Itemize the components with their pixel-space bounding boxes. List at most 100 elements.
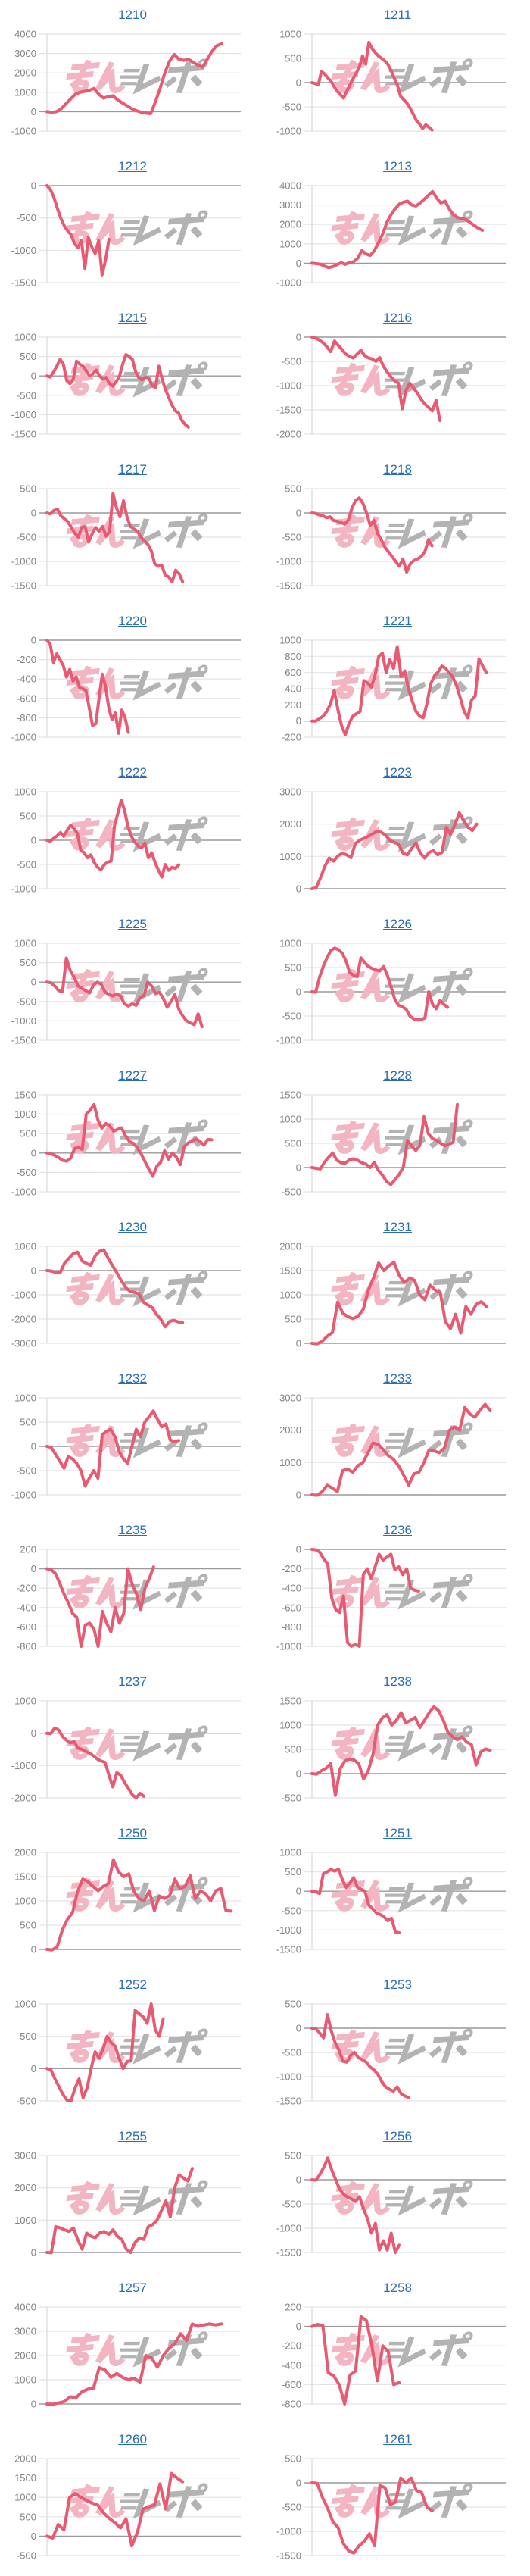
machine-number-link[interactable]: 1236 [383, 1523, 412, 1537]
chart-title: 1252 [0, 1970, 265, 1996]
y-tick-label: 2000 [279, 1241, 301, 1252]
machine-number-link[interactable]: 1211 [383, 8, 412, 22]
machine-number-link[interactable]: 1235 [118, 1523, 147, 1537]
chart-title: 1260 [0, 2424, 265, 2450]
chart-cell: 1261 500 0 -500 -1000 -1500 [265, 2424, 530, 2576]
machine-number-link[interactable]: 1252 [118, 1977, 147, 1992]
machine-number-link[interactable]: 1212 [118, 159, 147, 174]
y-tick-label: -200 [17, 654, 36, 665]
chart-cell: 1250 2000 1500 1000 500 0 [0, 1818, 265, 1970]
y-tick-label: 1000 [14, 1999, 36, 2010]
y-tick-label: 1000 [14, 1696, 36, 1707]
y-tick-label: 1000 [279, 238, 301, 249]
chart-title: 1211 [265, 0, 530, 26]
chart-title: 1218 [265, 455, 530, 480]
chart-title: 1255 [0, 2121, 265, 2147]
machine-number-link[interactable]: 1261 [383, 2432, 412, 2446]
minrepo-watermark-logo [331, 2483, 473, 2519]
machine-number-link[interactable]: 1232 [118, 1371, 147, 1386]
payout-line [45, 492, 185, 583]
payout-line [310, 336, 441, 423]
machine-number-link[interactable]: 1255 [118, 2129, 147, 2143]
machine-number-link[interactable]: 1227 [118, 1068, 147, 1083]
payout-line [45, 2322, 223, 2406]
slump-graph: 200 0 -200 -400 -600 -800 [17, 1544, 241, 1652]
machine-number-link[interactable]: 1222 [118, 765, 147, 780]
y-tick-label: -500 [17, 2550, 36, 2562]
machine-number-link[interactable]: 1230 [118, 1220, 147, 1234]
machine-number-link[interactable]: 1215 [118, 311, 147, 325]
chart-title: 1236 [265, 1515, 530, 1541]
y-tick-label: -1000 [276, 1924, 301, 1936]
machine-number-link[interactable]: 1216 [383, 311, 412, 325]
machine-number-link[interactable]: 1226 [383, 917, 412, 931]
y-tick-label: 1000 [279, 1290, 301, 1301]
y-tick-label: -1000 [276, 1035, 301, 1046]
machine-number-link[interactable]: 1220 [118, 614, 147, 628]
chart-cell: 1211 1000 500 0 -500 -1000 [265, 0, 530, 152]
machine-number-link[interactable]: 1260 [118, 2432, 147, 2446]
chart-title: 1231 [265, 1212, 530, 1238]
y-tick-label: 4000 [279, 180, 301, 192]
machine-number-link[interactable]: 1253 [383, 1977, 412, 1992]
machine-number-link[interactable]: 1225 [118, 917, 147, 931]
machine-number-link[interactable]: 1231 [383, 1220, 412, 1234]
y-tick-label: -500 [17, 1167, 36, 1178]
minrepo-watermark-logo [66, 816, 208, 852]
machine-number-link[interactable]: 1258 [383, 2281, 412, 2295]
y-tick-label: -1500 [276, 2247, 301, 2259]
y-tick-label: -1500 [276, 580, 301, 592]
chart-cell: 1217 500 0 -500 -1000 -1500 [0, 455, 265, 606]
machine-number-link[interactable]: 1228 [383, 1068, 412, 1083]
payout-line [45, 798, 181, 879]
slump-graph: 0 -200 -400 -600 -800 -1000 [276, 1544, 506, 1652]
y-tick-label: -1000 [276, 1641, 301, 1652]
y-tick-label: -2000 [11, 1793, 36, 1804]
y-tick-label: 600 [285, 667, 301, 678]
chart-cell: 1218 500 0 -500 -1000 -1500 [265, 455, 530, 606]
machine-number-link[interactable]: 1257 [118, 2281, 147, 2295]
machine-number-link[interactable]: 1217 [118, 462, 147, 477]
y-tick-label: 1500 [279, 1696, 301, 1707]
y-tick-label: -1000 [11, 556, 36, 567]
chart-title: 1217 [0, 455, 265, 480]
minrepo-watermark-logo [331, 361, 473, 398]
machine-number-link[interactable]: 1213 [383, 159, 412, 174]
y-tick-label: -1500 [11, 277, 36, 289]
payout-line [310, 1402, 492, 1497]
machine-number-link[interactable]: 1238 [383, 1674, 412, 1689]
y-tick-label: -1500 [276, 2096, 301, 2107]
machine-number-link[interactable]: 1250 [118, 1826, 147, 1840]
machine-number-link[interactable]: 1223 [383, 765, 412, 780]
y-tick-label: 500 [20, 351, 36, 362]
y-tick-label: 0 [31, 106, 36, 117]
chart-title: 1251 [265, 1818, 530, 1844]
slump-graph: 1000 500 0 -500 [14, 1999, 241, 2107]
y-tick-label: 500 [20, 2030, 36, 2042]
y-tick-label: -400 [282, 2359, 301, 2371]
y-tick-label: -200 [17, 1583, 36, 1594]
y-tick-label: -500 [282, 2502, 301, 2513]
payout-line [310, 1705, 492, 1797]
chart-cell: 1216 0 -500 -1000 -1500 -2000 [265, 303, 530, 455]
chart-title: 1227 [0, 1061, 265, 1086]
payout-line [45, 42, 223, 115]
machine-number-link[interactable]: 1251 [383, 1826, 412, 1840]
minrepo-watermark-logo [66, 1725, 208, 1762]
payout-line [310, 189, 485, 270]
machine-number-link[interactable]: 1237 [118, 1674, 147, 1689]
machine-number-link[interactable]: 1218 [383, 462, 412, 477]
machine-number-link[interactable]: 1256 [383, 2129, 412, 2143]
machine-number-link[interactable]: 1210 [118, 8, 147, 22]
payout-line [45, 1409, 181, 1488]
chart-title: 1258 [265, 2273, 530, 2299]
slump-graph: 1000 0 -1000 -2000 -3000 [11, 1241, 241, 1349]
y-tick-label: -2000 [276, 429, 301, 440]
machine-number-link[interactable]: 1221 [383, 614, 412, 628]
payout-line [310, 2315, 401, 2406]
chart-cell: 1222 1000 500 0 -500 -1000 [0, 758, 265, 909]
y-tick-label: 2000 [14, 2182, 36, 2193]
y-tick-label: 0 [296, 77, 301, 89]
machine-number-link[interactable]: 1233 [383, 1371, 412, 1386]
payout-line [45, 1726, 145, 1799]
